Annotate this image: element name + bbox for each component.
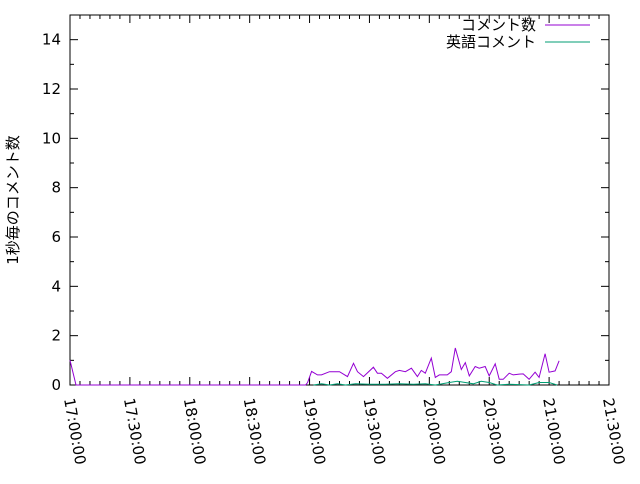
series-line-1 <box>313 380 558 386</box>
y-tick-label: 4 <box>51 277 61 295</box>
x-tick-label: 21:00:00 <box>539 397 568 466</box>
x-tick-label: 19:30:00 <box>360 397 389 466</box>
legend-label: 英語コメント <box>446 33 536 51</box>
y-tick-label: 14 <box>42 31 61 49</box>
y-tick-label: 12 <box>42 80 61 98</box>
series-line-0 <box>69 347 560 386</box>
x-tick-label: 17:30:00 <box>120 397 149 466</box>
y-tick-label: 10 <box>42 129 61 147</box>
y-axis-label: 1秒毎のコメント数 <box>4 135 22 265</box>
plot-area <box>69 347 560 386</box>
y-tick-label: 0 <box>51 376 61 394</box>
plot-frame <box>69 14 610 386</box>
legend-label: コメント数 <box>461 16 536 34</box>
x-tick-label: 17:00:00 <box>60 397 89 466</box>
x-tick-label: 20:00:00 <box>419 397 448 466</box>
y-tick-label: 8 <box>51 179 61 197</box>
x-tick-label: 21:30:00 <box>599 397 628 466</box>
x-tick-label: 19:00:00 <box>300 397 329 466</box>
x-tick-label: 18:00:00 <box>180 397 209 466</box>
y-tick-label: 6 <box>51 228 61 246</box>
x-tick-label: 18:30:00 <box>240 397 269 466</box>
x-tick-label: 20:30:00 <box>479 397 508 466</box>
y-tick-label: 2 <box>51 327 61 345</box>
axes: 0 2 4 6 8 10 12 14 17:00:00 17:30:00 18:00:00 18:30… <box>42 14 628 466</box>
